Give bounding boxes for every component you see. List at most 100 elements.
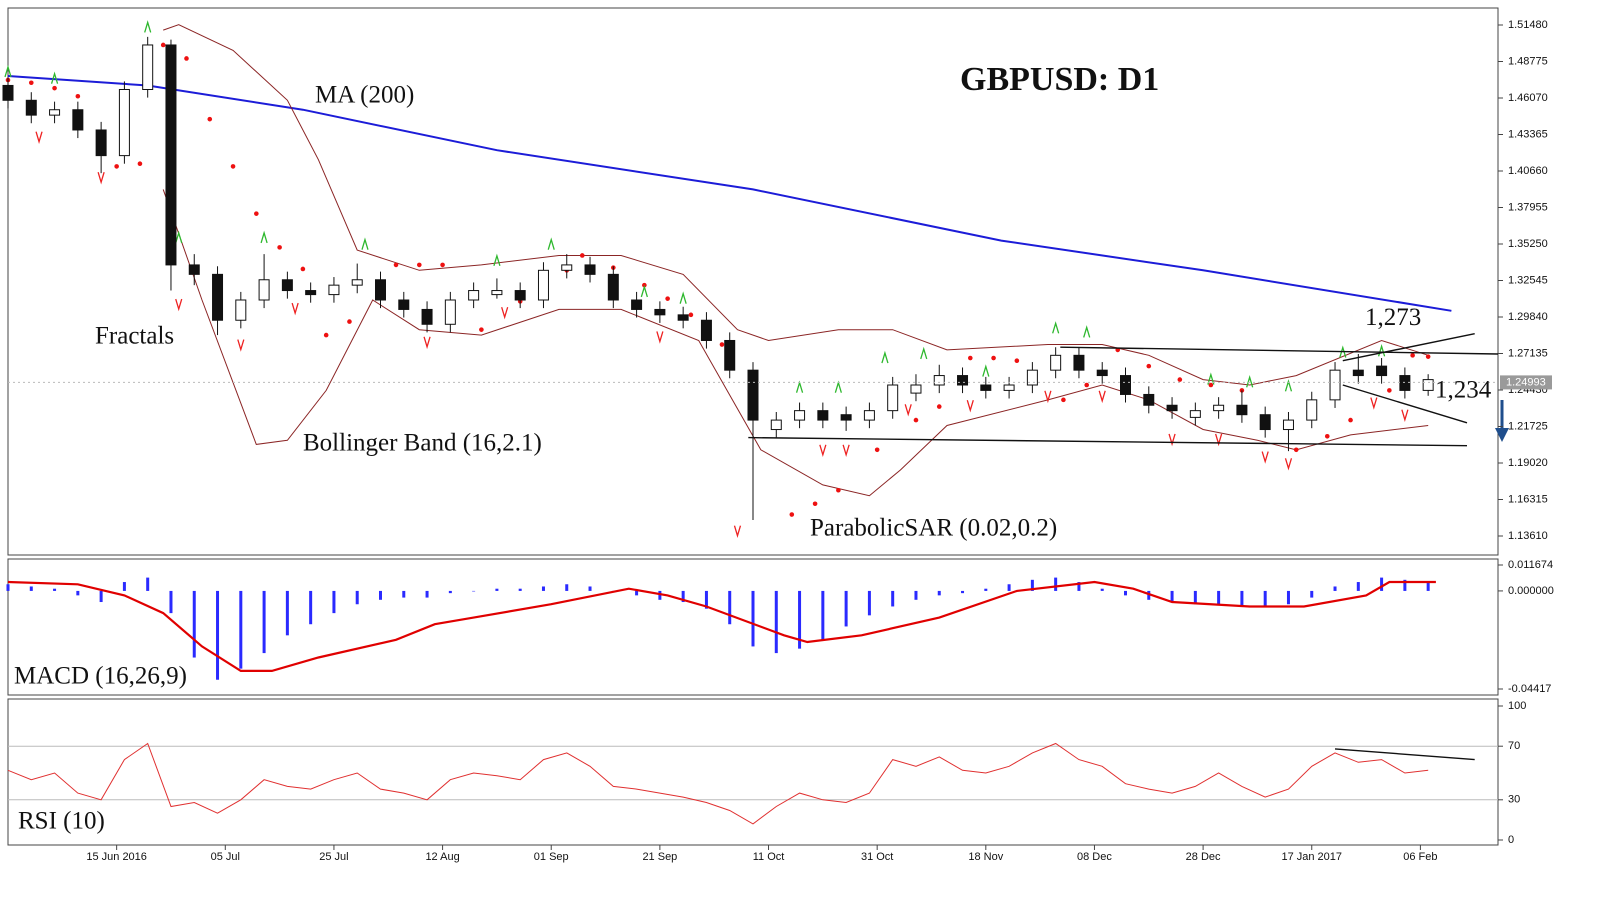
macd-bar (1193, 590, 1197, 605)
macd-bar (1124, 590, 1127, 596)
macd-bar (309, 590, 313, 625)
y-tick-label: 0 (1508, 834, 1514, 846)
macd-bar (1007, 584, 1011, 591)
sar-dot (665, 296, 670, 301)
macd-bar (751, 590, 755, 647)
macd-bar (1310, 590, 1314, 598)
fractal-down (1044, 390, 1052, 404)
macd-bar (914, 590, 918, 600)
candle-body (49, 109, 61, 116)
fractal-down (35, 131, 43, 144)
fractal-up (144, 20, 152, 33)
fractal-up (1246, 375, 1254, 388)
trend-line (1334, 748, 1475, 761)
fractal-down (237, 339, 245, 352)
macd-bar (169, 590, 173, 614)
macd-bar (681, 590, 685, 603)
candle-body (1189, 410, 1201, 418)
candle-body (537, 269, 549, 301)
y-tick-label: 1.40660 (1508, 165, 1548, 177)
candle-body (817, 410, 829, 421)
candle-body (794, 410, 806, 421)
sar-dot (184, 56, 189, 61)
sar-dot (836, 487, 841, 493)
macd-bar (1380, 577, 1384, 591)
candle-body (95, 129, 107, 157)
candle-body (957, 375, 969, 386)
indicator-label: Fractals (95, 323, 174, 350)
macd-bar (76, 590, 80, 596)
sar-dot (1410, 353, 1415, 358)
macd-title: MACD (16,26,9) (14, 663, 187, 690)
candle-body (188, 264, 200, 275)
candle-body (212, 273, 224, 321)
x-tick-label: 06 Feb (1403, 851, 1437, 863)
fractal-up (50, 71, 59, 84)
fractal-down (1215, 433, 1223, 447)
sar-dot (207, 116, 213, 122)
x-tick-label: 18 Nov (968, 851, 1003, 863)
candle-body (1259, 414, 1271, 431)
fractal-down (819, 444, 827, 458)
fractal-down (1284, 458, 1293, 471)
fractal-down (1401, 409, 1409, 422)
macd-bar (798, 590, 802, 649)
fractal-up (547, 237, 555, 250)
macd-panel (7, 558, 1499, 696)
sar-dot (323, 332, 329, 338)
macd-bar (635, 590, 639, 596)
candle-body (840, 414, 852, 421)
macd-bar (495, 588, 499, 591)
fractal-down (97, 172, 105, 185)
sar-dot (913, 417, 919, 423)
sar-dot (991, 355, 996, 361)
sar-dot (160, 42, 166, 48)
candle-body (1236, 404, 1248, 416)
sar-dot (1387, 388, 1392, 393)
macd-bar (1217, 590, 1221, 605)
candle-body (1306, 399, 1318, 421)
macd-bar (448, 590, 452, 594)
y-tick-label: 1.35250 (1508, 238, 1548, 250)
price-panel (7, 7, 1499, 556)
sar-dot (277, 245, 282, 250)
level-label: 1,273 (1365, 304, 1421, 331)
x-tick-label: 25 Jul (319, 851, 348, 863)
sar-dot (1014, 358, 1020, 364)
x-tick-label: 31 Oct (861, 851, 893, 863)
macd-bar (1263, 590, 1267, 607)
x-tick-label: 05 Jul (211, 851, 240, 863)
macd-bar (774, 590, 778, 654)
trend-line (1342, 333, 1475, 362)
candle-body (1120, 375, 1131, 395)
sar-dot (579, 253, 585, 258)
candle-body (118, 88, 130, 157)
macd-bar (192, 590, 196, 658)
sar-dot (230, 164, 236, 169)
macd-signal (7, 580, 1436, 672)
sar-dot (874, 447, 880, 453)
macd-bar (425, 590, 429, 598)
candle-body (258, 279, 270, 301)
y-tick-label: 1.37955 (1508, 201, 1548, 213)
fractal-down (175, 298, 183, 312)
candle-body (747, 369, 759, 421)
trend-line (748, 436, 1468, 447)
candle-body (910, 384, 922, 394)
macd-bar (984, 588, 988, 591)
macd-bar (518, 588, 522, 591)
candle-body (165, 44, 177, 266)
candle-body (980, 384, 992, 391)
y-tick-label: 1.21725 (1508, 420, 1548, 432)
fractal-up (493, 253, 501, 267)
macd-bar (1170, 590, 1174, 603)
y-tick-label: -0.04417 (1508, 683, 1551, 695)
candle-body (1096, 369, 1108, 377)
macd-bar (961, 590, 965, 594)
candle-body (607, 273, 619, 301)
fractal-down (904, 404, 912, 417)
candle-body (72, 109, 84, 131)
macd-bar (658, 590, 662, 600)
x-tick-label: 12 Aug (425, 851, 459, 863)
